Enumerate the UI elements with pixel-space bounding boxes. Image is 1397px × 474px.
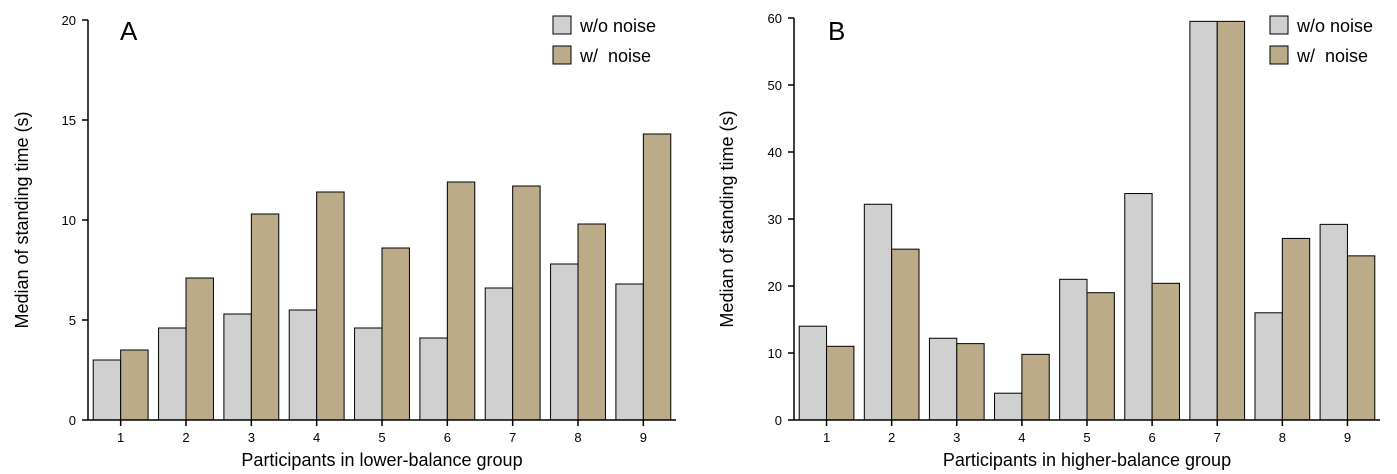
x-tick-label: 8 — [1279, 430, 1286, 445]
x-tick-label: 1 — [823, 430, 830, 445]
bar-with-noise-participant-9 — [642, 133, 672, 421]
bar-without-noise-participant-3 — [223, 313, 252, 421]
x-tick-label: 5 — [1083, 430, 1090, 445]
x-tick-label: 3 — [248, 430, 255, 445]
y-axis-title: Median of standing time (s) — [717, 110, 737, 327]
y-tick-label: 60 — [768, 11, 782, 26]
x-axis-title: Participants in lower-balance group — [241, 450, 522, 470]
bar-with-noise-participant-7 — [512, 185, 541, 421]
x-tick-label: 8 — [574, 430, 581, 445]
legend-swatch-with-noise — [552, 45, 572, 65]
x-tick-label: 7 — [509, 430, 516, 445]
y-tick-label: 15 — [62, 113, 76, 128]
y-tick-label: 10 — [62, 213, 76, 228]
bar-with-noise-participant-2 — [185, 277, 214, 421]
x-tick-label: 9 — [1344, 430, 1351, 445]
x-tick-label: 5 — [378, 430, 385, 445]
legend-swatch-with-noise — [1269, 45, 1289, 65]
x-tick-label: 7 — [1214, 430, 1221, 445]
bar-without-noise-participant-1 — [92, 359, 122, 421]
legend-label-with-noise: w/ noise — [579, 46, 651, 66]
legend-label-without-noise: w/o noise — [579, 16, 656, 36]
y-tick-label: 30 — [768, 212, 782, 227]
bar-without-noise-participant-3 — [928, 337, 958, 421]
x-tick-label: 1 — [117, 430, 124, 445]
bar-with-noise-participant-4 — [1021, 353, 1050, 421]
bar-with-noise-participant-1 — [826, 345, 855, 421]
x-tick-label: 3 — [953, 430, 960, 445]
y-tick-label: 40 — [768, 145, 782, 160]
bar-with-noise-participant-5 — [381, 247, 410, 421]
x-tick-label: 2 — [182, 430, 189, 445]
bar-without-noise-participant-6 — [419, 337, 448, 421]
bar-with-noise-participant-3 — [956, 343, 985, 421]
bar-with-noise-participant-7 — [1216, 20, 1246, 421]
bar-without-noise-participant-5 — [354, 327, 383, 421]
bar-with-noise-participant-1 — [120, 349, 149, 421]
bar-without-noise-participant-4 — [288, 309, 318, 421]
y-tick-label: 0 — [69, 413, 76, 428]
bar-with-noise-participant-2 — [891, 248, 920, 421]
bar-without-noise-participant-2 — [863, 203, 893, 421]
x-axis-title: Participants in higher-balance group — [943, 450, 1231, 470]
x-tick-label: 9 — [640, 430, 647, 445]
bar-without-noise-participant-2 — [158, 327, 187, 421]
y-tick-label: 50 — [768, 78, 782, 93]
x-tick-label: 4 — [1018, 430, 1025, 445]
bar-with-noise-participant-6 — [446, 181, 476, 421]
bar-with-noise-participant-3 — [250, 213, 280, 421]
bar-without-noise-participant-7 — [484, 287, 514, 421]
bar-without-noise-participant-8 — [1254, 312, 1283, 421]
x-tick-label: 4 — [313, 430, 320, 445]
bar-with-noise-participant-5 — [1086, 292, 1115, 421]
panel-b: 0 10 20 30 40 50 60 1 2 3 4 5 6 7 8 9 Participants in hi… — [717, 11, 1380, 470]
panel-label: A — [120, 16, 138, 46]
x-tick-label: 6 — [1148, 430, 1155, 445]
bar-without-noise-participant-6 — [1124, 193, 1153, 421]
bar-with-noise-participant-8 — [1281, 237, 1311, 421]
bar-without-noise-participant-8 — [550, 263, 579, 421]
bar-without-noise-participant-7 — [1189, 20, 1218, 421]
legend-swatch-without-noise — [552, 15, 572, 35]
legend-swatch-without-noise — [1269, 15, 1289, 35]
panel-label: B — [828, 16, 845, 46]
x-tick-label: 2 — [888, 430, 895, 445]
bar-without-noise-participant-9 — [615, 283, 644, 421]
y-tick-label: 20 — [768, 279, 782, 294]
legend-label-with-noise: w/ noise — [1296, 46, 1368, 66]
y-tick-label: 10 — [768, 346, 782, 361]
y-tick-label: 20 — [62, 13, 76, 28]
bar-without-noise-participant-9 — [1319, 223, 1348, 421]
y-tick-label: 0 — [775, 413, 782, 428]
panel-a: 0 5 10 15 20 1 2 3 4 5 6 7 8 9 Participants in lower-b… — [12, 13, 676, 470]
bar-without-noise-participant-4 — [994, 392, 1023, 421]
x-tick-label: 6 — [444, 430, 451, 445]
bar-with-noise-participant-8 — [577, 223, 606, 421]
legend-label-without-noise: w/o noise — [1296, 16, 1373, 36]
y-tick-label: 5 — [69, 313, 76, 328]
bar-with-noise-participant-4 — [316, 191, 345, 421]
bar-with-noise-participant-6 — [1151, 282, 1180, 421]
bar-without-noise-participant-1 — [798, 325, 828, 421]
bar-with-noise-participant-9 — [1346, 255, 1376, 421]
y-axis-title: Median of standing time (s) — [12, 111, 32, 328]
bar-without-noise-participant-5 — [1059, 278, 1088, 421]
